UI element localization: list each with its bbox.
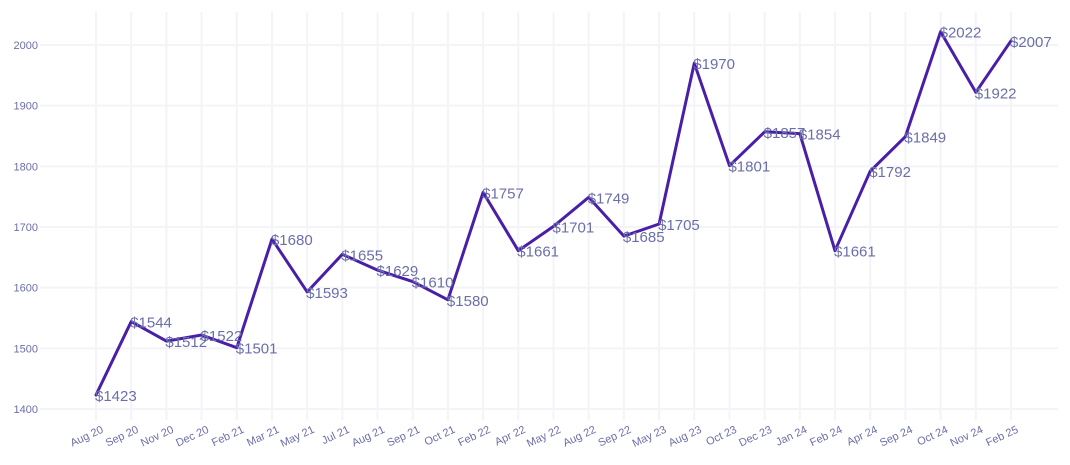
x-tick-label: Aug 23 (667, 424, 704, 450)
data-label: $1854 (799, 127, 841, 144)
y-tick-label: 1500 (14, 343, 38, 355)
data-label: $1849 (904, 130, 946, 147)
y-tick-label: 1800 (14, 161, 38, 173)
x-tick-label: May 22 (525, 424, 563, 450)
y-tick-label: 2000 (14, 40, 38, 52)
data-label: $1680 (271, 232, 313, 249)
data-label: $1580 (447, 293, 489, 310)
x-tick-label: Apr 22 (493, 424, 527, 449)
x-tick-label: Feb 24 (808, 424, 844, 449)
series-line (94, 30, 1013, 397)
x-tick-label: Dec 23 (737, 424, 774, 450)
data-label: $1544 (130, 315, 172, 332)
data-label: $1922 (975, 85, 1017, 102)
data-label: $1593 (306, 285, 348, 302)
x-tick-label: Aug 22 (561, 424, 598, 450)
x-tick-label: Nov 24 (948, 424, 985, 450)
x-tick-label: Sep 24 (878, 424, 915, 450)
series-layer (94, 30, 1013, 397)
x-tick-label: Sep 21 (385, 424, 422, 450)
y-tick-label: 1900 (14, 101, 38, 113)
y-tick-label: 1400 (14, 404, 38, 416)
x-tick-label: Feb 25 (984, 424, 1020, 449)
x-tick-label: May 23 (631, 424, 669, 450)
data-label: $1655 (341, 247, 383, 264)
data-label: $1757 (482, 185, 524, 202)
x-tick-label: Aug 21 (350, 424, 387, 450)
grid (40, 12, 1058, 420)
y-tick-label: 1600 (14, 283, 38, 295)
data-label: $1512 (165, 334, 207, 351)
data-label: $1522 (201, 328, 243, 345)
data-label: $1610 (412, 275, 454, 292)
x-tick-label: Nov 20 (139, 424, 176, 450)
y-tick-label: 1700 (14, 222, 38, 234)
x-tick-label: Feb 21 (210, 424, 246, 449)
data-label: $1501 (236, 341, 278, 358)
x-tick-label: May 21 (279, 424, 317, 450)
data-label: $2022 (940, 25, 982, 42)
data-label: $1801 (728, 159, 770, 176)
x-tick-label: Dec 20 (174, 424, 211, 450)
x-tick-label: Sep 20 (104, 424, 141, 450)
x-tick-label: Apr 24 (845, 424, 879, 449)
data-label: $1685 (623, 229, 665, 246)
x-tick-label: Sep 22 (596, 424, 633, 450)
data-label: $1423 (95, 388, 137, 405)
data-label: $1792 (869, 164, 911, 181)
data-label: $1701 (553, 219, 595, 236)
data-label: $1970 (693, 56, 735, 73)
x-tick-label: Oct 24 (915, 424, 949, 449)
data-label: $2007 (1010, 34, 1052, 51)
data-label: $1661 (834, 244, 876, 261)
x-tick-label: Aug 20 (69, 424, 106, 450)
data-labels: $1423 $1544 $1512$1522$1501 $1680 $1593 $1655… (95, 25, 1052, 405)
y-axis-ticks: 1400 1500 1600 1700 1800 1900 2000 (14, 40, 38, 416)
x-tick-label: Mar 21 (245, 424, 281, 449)
x-tick-label: Feb 22 (456, 424, 492, 449)
x-tick-label: Jan 24 (774, 424, 809, 449)
data-label: $1629 (377, 263, 419, 280)
data-label: $1661 (517, 244, 559, 261)
x-tick-label: Jul 21 (320, 424, 352, 447)
x-tick-label: Oct 21 (423, 424, 457, 449)
data-label: $1749 (588, 190, 630, 207)
data-label: $1705 (658, 217, 700, 234)
data-label: $1857 (764, 125, 806, 142)
x-tick-label: Oct 23 (704, 424, 738, 449)
